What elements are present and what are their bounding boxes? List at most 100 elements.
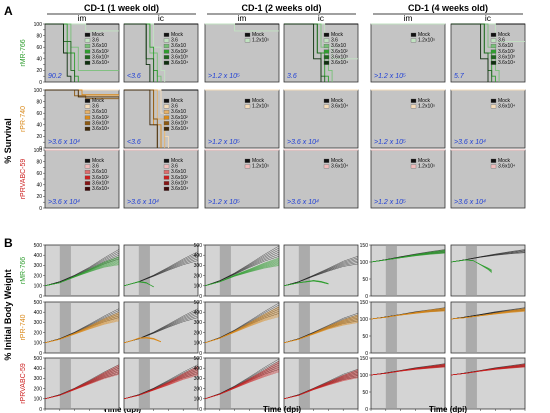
shaded-window xyxy=(219,302,231,353)
y-tick-label: 20 xyxy=(36,68,42,74)
ld50-annotation: >3.6 x 10⁴ xyxy=(48,139,80,146)
legend-label: 3.6x10³ xyxy=(171,54,188,60)
weight-panel: 050100150048121620 xyxy=(360,356,446,413)
legend-swatch xyxy=(163,38,170,43)
legend-label: 3.6x10³ xyxy=(92,120,109,126)
legend-label: 3.6x10² xyxy=(92,175,109,181)
weight-trace xyxy=(204,302,280,344)
xlabel-time: Time (dpi) xyxy=(103,405,141,413)
ld50-annotation: >3.6 x 10⁴ xyxy=(454,199,486,206)
legend-label: 3.6x10⁴ xyxy=(498,164,515,170)
weight-panel-bg xyxy=(283,244,359,297)
legend-swatch xyxy=(244,158,251,163)
survival-panel-bg xyxy=(204,89,280,149)
legend-label: 3.6x10 xyxy=(92,43,107,49)
y-tick-label: 200 xyxy=(194,386,203,392)
virus-label: rMR-766 xyxy=(20,39,27,66)
weight-panel: 0 50 100 150 xyxy=(360,243,446,300)
legend-swatch xyxy=(244,164,251,169)
legend-label: 3.6 xyxy=(171,164,178,170)
legend-label: 3.6x10⁴ xyxy=(92,186,109,192)
ld50-annotation: >3.6 x 10⁴ xyxy=(454,139,486,146)
legend-label: Mock xyxy=(252,158,264,164)
legend-label: Mock xyxy=(92,32,104,38)
legend-swatch xyxy=(84,186,91,191)
weight-trace xyxy=(450,363,526,376)
legend-label: 1.2x10⁵ xyxy=(418,38,435,44)
legend-swatch xyxy=(163,49,170,54)
y-tick-label: 300 xyxy=(34,376,43,382)
survival-panel-bg xyxy=(283,89,359,149)
virus-label: rPR-740 xyxy=(20,106,27,132)
survival-panel-bg xyxy=(450,89,526,149)
weight-panel: 048121620 xyxy=(450,357,526,411)
legend-label: 3.6x10⁴ xyxy=(331,60,348,66)
survival-series-line xyxy=(451,23,493,82)
weight-trace xyxy=(283,314,359,344)
legend-swatch xyxy=(323,32,330,37)
y-tick-label: 0 xyxy=(199,407,202,413)
legend-swatch xyxy=(323,60,330,65)
legend-label: 3.6x10⁴ xyxy=(331,164,348,170)
shaded-window xyxy=(298,245,310,296)
legend-swatch xyxy=(244,98,251,103)
legend-label: 3.6x10 xyxy=(92,109,107,115)
y-tick-label: 40 xyxy=(36,183,42,189)
ld50-annotation: >1.2 x 10⁵ xyxy=(374,73,406,80)
survival-series-line xyxy=(45,89,119,98)
shaded-window xyxy=(138,358,150,409)
ld50-annotation: >3.6 x 10⁴ xyxy=(48,199,80,206)
y-tick-label: 100 xyxy=(34,341,43,347)
legend-label: 3.6 xyxy=(92,38,99,44)
legend-label: 3.6x10² xyxy=(171,175,188,181)
shaded-window xyxy=(385,358,397,409)
legend-swatch xyxy=(163,181,170,186)
legend-label: Mock xyxy=(331,98,343,104)
y-tick-label: 0 xyxy=(365,407,368,413)
y-tick-label: 50 xyxy=(362,277,368,283)
legend-label: Mock xyxy=(418,98,430,104)
group-title: CD-1 (1 week old) xyxy=(84,3,159,13)
legend-swatch xyxy=(84,110,91,114)
legend-label: 3.6x10³ xyxy=(171,180,188,186)
legend-swatch xyxy=(323,104,330,109)
route-label: ic xyxy=(158,13,165,23)
legend-swatch xyxy=(84,104,91,109)
legend-label: 3.6x10³ xyxy=(92,180,109,186)
weight-trace xyxy=(44,364,120,400)
ylabel-survival: % Survival xyxy=(3,118,13,164)
shaded-window xyxy=(465,302,477,353)
legend-swatch xyxy=(84,44,91,48)
legend-label: Mock xyxy=(418,32,430,38)
survival-series-line xyxy=(124,23,158,82)
legend-swatch xyxy=(163,110,170,114)
weight-panel xyxy=(283,301,359,354)
legend-swatch xyxy=(490,55,497,60)
legend-label: 3.6 xyxy=(171,104,178,110)
weight-trace xyxy=(204,306,280,344)
weight-trace xyxy=(123,281,154,288)
shaded-window xyxy=(219,245,231,296)
legend-label: 3.6x10 xyxy=(92,169,107,175)
y-tick-label: 200 xyxy=(194,330,203,336)
survival-series-line xyxy=(124,89,158,148)
legend-label: 3.6x10⁴ xyxy=(92,126,109,132)
y-tick-label: 500 xyxy=(194,356,203,362)
y-tick-label: 150 xyxy=(360,356,369,362)
survival-series-line xyxy=(124,23,151,82)
y-tick-label: 0 xyxy=(365,351,368,357)
legend-label: Mock xyxy=(498,158,510,164)
panel-label-a: A xyxy=(4,4,13,18)
weight-panel: 0 100 200 300 400 500 xyxy=(34,300,120,357)
legend-swatch xyxy=(163,98,170,103)
legend-label: 3.6x10² xyxy=(331,49,348,55)
y-tick-label: 0 xyxy=(39,146,42,152)
legend-swatch xyxy=(84,32,91,37)
survival-panel-bg xyxy=(370,23,446,83)
legend-label: 3.6x10 xyxy=(171,109,186,115)
legend-label: 3.6x10² xyxy=(498,49,515,55)
legend-label: 1.2x10⁵ xyxy=(418,104,435,110)
